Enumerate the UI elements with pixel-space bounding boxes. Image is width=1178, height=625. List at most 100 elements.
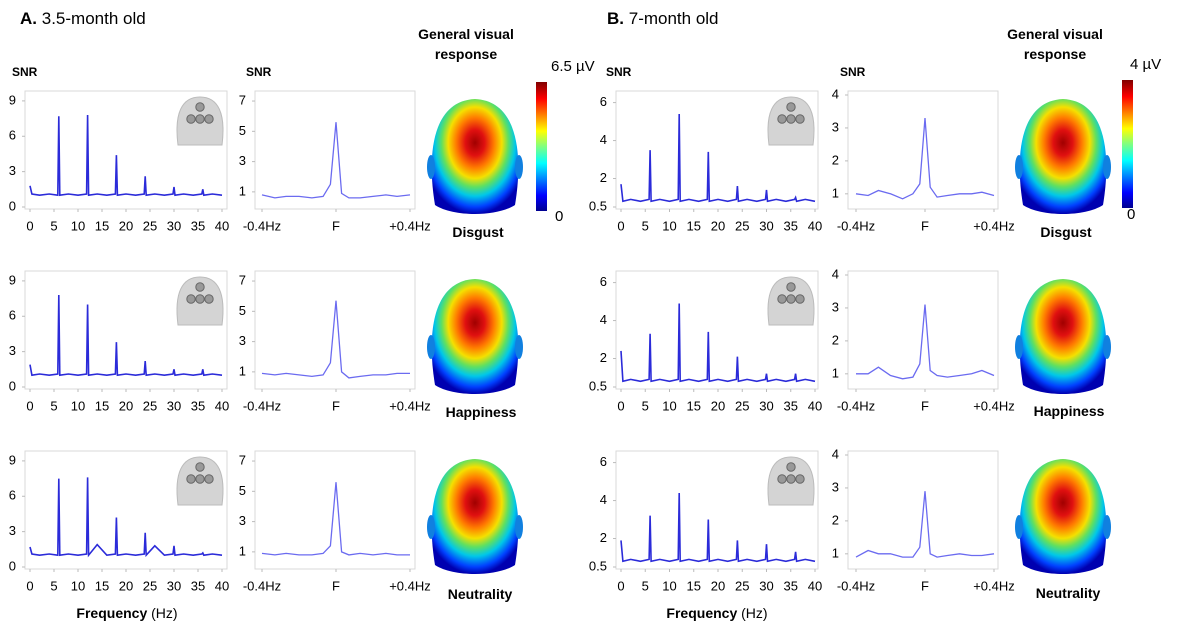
x-tick-label: +0.4Hz [389, 398, 431, 413]
x-tick-label: 20 [119, 218, 133, 233]
y-tick-label: 2 [832, 512, 839, 527]
y-tick-label: 7 [239, 452, 246, 467]
emotion-label: Happiness [1033, 403, 1105, 419]
icon-electrode [795, 474, 805, 484]
electrode-icon [767, 276, 815, 326]
icon-electrode [786, 462, 796, 472]
y-tick-label: 4 [600, 492, 607, 507]
panel-title: A. 3.5-month old [20, 9, 146, 29]
plot-frame [847, 450, 999, 570]
icon-electrode [786, 282, 796, 292]
panel-letter: B. [607, 9, 624, 28]
plot-frame [254, 90, 416, 210]
x-tick-label: 15 [687, 578, 701, 593]
y-tick-label: 2 [600, 530, 607, 545]
x-tick-label: +0.4Hz [389, 578, 431, 593]
x-tick-label: 10 [71, 578, 85, 593]
x-tick-label: 5 [50, 218, 57, 233]
data-line [261, 482, 410, 556]
y-tick-label: 3 [832, 479, 839, 494]
x-tick-label: 25 [735, 218, 749, 233]
y-tick-label: 0 [9, 378, 16, 393]
x-tick-label: 40 [215, 578, 229, 593]
data-line [29, 294, 223, 377]
x-tick-label: 5 [642, 398, 649, 413]
data-line [620, 303, 816, 383]
x-tick-label: +0.4Hz [973, 218, 1015, 233]
x-tick-label: F [921, 218, 929, 233]
x-tick-label: 0 [26, 398, 33, 413]
plot-frame [847, 90, 999, 210]
y-tick-label: 2 [832, 332, 839, 347]
x-tick-label: 15 [95, 398, 109, 413]
icon-electrode [777, 294, 787, 304]
icon-electrode [786, 474, 796, 484]
x-tick-label: 20 [711, 218, 725, 233]
x-tick-label: 10 [662, 398, 676, 413]
colorbar-max: 4 µV [1130, 56, 1162, 73]
y-tick-label: 0 [9, 558, 16, 573]
y-tick-label: 1 [239, 363, 246, 378]
head-map [1019, 99, 1107, 214]
head-ear [1015, 155, 1023, 179]
x-tick-label: 0 [617, 398, 624, 413]
x-tick-label: 40 [808, 578, 822, 593]
x-tick-label: 10 [662, 218, 676, 233]
y-tick-label: 6 [9, 488, 16, 503]
x-tick-label: 35 [191, 218, 205, 233]
head-ear [1103, 335, 1111, 359]
data-line [261, 300, 410, 379]
colorbar-min: 0 [1127, 206, 1136, 223]
head-map [431, 279, 519, 394]
y-tick-label: 2 [600, 350, 607, 365]
x-tick-label: +0.4Hz [973, 398, 1015, 413]
x-tick-label: 15 [687, 398, 701, 413]
x-tick-label: 10 [71, 218, 85, 233]
icon-electrode [795, 294, 805, 304]
emotion-label: Disgust [1040, 224, 1092, 240]
icon-electrode [195, 282, 205, 292]
electrode-icon [176, 96, 224, 146]
x-tick-label: 25 [143, 578, 157, 593]
icon-electrode [204, 474, 214, 484]
data-line [29, 114, 223, 197]
head-ear [1103, 155, 1111, 179]
icon-electrode [777, 114, 787, 124]
x-tick-label: F [332, 398, 340, 413]
x-tick-label: 10 [71, 398, 85, 413]
y-tick-label: 0.5 [589, 198, 607, 213]
x-tick-label: 20 [119, 398, 133, 413]
electrode-icon [767, 96, 815, 146]
electrode-icon [176, 456, 224, 506]
head-map [1019, 279, 1107, 394]
emotion-label: Neutrality [1035, 585, 1101, 601]
icon-electrode [195, 114, 205, 124]
y-tick-label: 0.5 [589, 378, 607, 393]
x-tick-label: 0 [26, 578, 33, 593]
emotion-label: Happiness [445, 404, 517, 420]
x-tick-label: 25 [143, 218, 157, 233]
x-tick-label: 20 [711, 398, 725, 413]
y-tick-label: 4 [832, 266, 839, 281]
x-tick-label: 15 [95, 578, 109, 593]
x-axis-unit: (Hz) [151, 605, 178, 621]
x-tick-label: 35 [784, 218, 798, 233]
data-line [856, 304, 995, 380]
x-tick-label: 0 [26, 218, 33, 233]
data-line [855, 118, 995, 200]
y-tick-label: 9 [9, 92, 16, 107]
icon-electrode [186, 294, 196, 304]
icon-electrode [204, 294, 214, 304]
head-ear [515, 515, 523, 539]
x-tick-label: 30 [167, 218, 181, 233]
y-tick-label: 7 [239, 92, 246, 107]
x-tick-label: -0.4Hz [837, 218, 875, 233]
y-tick-label: 1 [832, 365, 839, 380]
head-map [431, 459, 519, 574]
x-axis-label: Frequency [76, 605, 148, 621]
x-tick-label: 5 [50, 398, 57, 413]
head-ear [1015, 335, 1023, 359]
data-line [855, 491, 995, 558]
electrode-icon [767, 456, 815, 506]
